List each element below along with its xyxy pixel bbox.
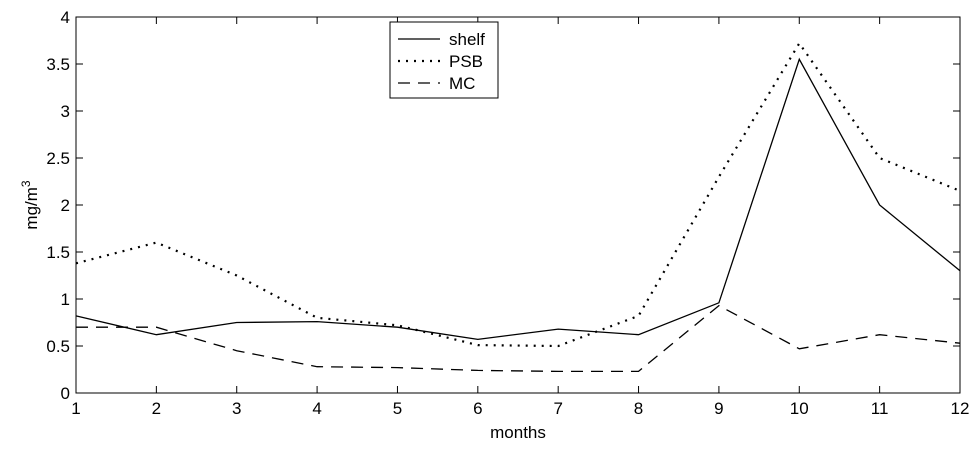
- data-point-psb: [236, 275, 237, 276]
- y-axis-label: mg/m3: [19, 180, 41, 230]
- data-point-psb: [799, 43, 800, 44]
- x-tick-label: 10: [790, 399, 809, 418]
- data-point-mc: [558, 371, 559, 372]
- x-tick-label: 12: [951, 399, 970, 418]
- data-point-shelf: [75, 315, 76, 316]
- data-point-shelf: [477, 339, 478, 340]
- data-point-shelf: [718, 302, 719, 303]
- data-point-mc: [156, 327, 157, 328]
- data-point-shelf: [156, 334, 157, 335]
- data-point-psb: [879, 157, 880, 158]
- data-point-shelf: [959, 270, 960, 271]
- data-point-shelf: [638, 334, 639, 335]
- y-axis-label-base: mg/m: [22, 187, 41, 230]
- data-point-mc: [799, 348, 800, 349]
- data-point-mc: [236, 350, 237, 351]
- data-point-mc: [638, 371, 639, 372]
- x-tick-label: 8: [634, 399, 643, 418]
- series-line-shelf: [75, 57, 961, 341]
- data-point-mc: [959, 343, 960, 344]
- data-point-psb: [316, 317, 317, 318]
- data-point-shelf: [879, 204, 880, 205]
- data-point-shelf: [558, 328, 559, 329]
- data-point-mc: [316, 366, 317, 367]
- data-point-mc: [477, 370, 478, 371]
- y-tick-label: 3: [61, 102, 70, 121]
- data-point-mc: [879, 334, 880, 335]
- data-point-mc: [75, 327, 76, 328]
- x-tick-label: 2: [152, 399, 161, 418]
- legend-label-mc: MC: [449, 74, 475, 93]
- y-tick-label: 0.5: [46, 337, 70, 356]
- legend-label-psb: PSB: [449, 52, 483, 71]
- x-axis-label: months: [490, 423, 546, 442]
- x-tick-label: 9: [714, 399, 723, 418]
- data-point-shelf: [236, 322, 237, 323]
- x-tick-label: 4: [312, 399, 321, 418]
- y-axis-label-superscript: 3: [19, 180, 33, 187]
- data-point-shelf: [316, 321, 317, 322]
- y-tick-label: 2: [61, 196, 70, 215]
- data-point-psb: [638, 315, 639, 316]
- plot-area: [75, 16, 961, 394]
- data-point-psb: [397, 325, 398, 326]
- x-tick-label: 11: [871, 399, 889, 418]
- data-point-psb: [156, 242, 157, 243]
- x-tick-label: 6: [473, 399, 482, 418]
- y-tick-label: 1: [61, 290, 70, 309]
- x-tick-label: 1: [71, 399, 80, 418]
- legend: shelf PSB MC: [389, 21, 499, 99]
- data-point-mc: [718, 305, 719, 306]
- x-tick-label: 5: [393, 399, 402, 418]
- data-point-psb: [75, 263, 76, 264]
- x-tick-label: 3: [232, 399, 241, 418]
- data-point-psb: [959, 190, 960, 191]
- data-point-psb: [477, 344, 478, 345]
- data-point-mc: [397, 367, 398, 368]
- data-point-shelf: [397, 327, 398, 328]
- y-tick-label: 1.5: [46, 243, 70, 262]
- legend-label-shelf: shelf: [449, 30, 485, 49]
- series-line-psb: [75, 41, 961, 348]
- series-line-mc: [76, 304, 961, 373]
- y-tick-label: 2.5: [46, 149, 70, 168]
- data-point-psb: [558, 345, 559, 346]
- y-tick-label: 3.5: [46, 55, 70, 74]
- x-tick-label: 7: [553, 399, 562, 418]
- y-tick-label: 0: [61, 384, 70, 403]
- y-tick-label: 4: [61, 8, 70, 27]
- data-point-psb: [718, 176, 719, 177]
- series-lines: [75, 41, 961, 373]
- data-point-shelf: [799, 59, 800, 60]
